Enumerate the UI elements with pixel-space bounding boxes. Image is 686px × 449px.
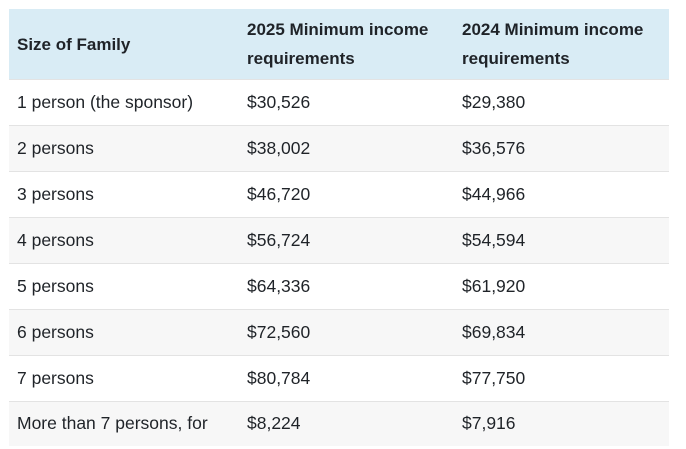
income-2025-cell: $30,526: [239, 79, 454, 126]
income-2024-cell: $36,576: [454, 125, 669, 172]
family-size-cell: 4 persons: [9, 217, 239, 264]
table-header-row: Size of Family 2025 Minimum income requi…: [9, 9, 669, 80]
income-2025-cell: $38,002: [239, 125, 454, 172]
family-size-cell: 7 persons: [9, 355, 239, 402]
table-row: 1 person (the sponsor) $30,526 $29,380: [9, 79, 669, 126]
table-row: 3 persons $46,720 $44,966: [9, 171, 669, 218]
income-2024-cell: $54,594: [454, 217, 669, 264]
income-2024-cell: $44,966: [454, 171, 669, 218]
income-2024-cell: $77,750: [454, 355, 669, 402]
income-2025-cell: $46,720: [239, 171, 454, 218]
income-2025-cell: $72,560: [239, 309, 454, 356]
family-size-cell: 3 persons: [9, 171, 239, 218]
income-2024-cell: $69,834: [454, 309, 669, 356]
family-size-cell: 6 persons: [9, 309, 239, 356]
table-row: 6 persons $72,560 $69,834: [9, 309, 669, 356]
family-size-cell: 2 persons: [9, 125, 239, 172]
income-2025-cell: $56,724: [239, 217, 454, 264]
column-header-2024-income: 2024 Minimum income requirements: [462, 20, 644, 68]
income-2024-cell: $7,916: [454, 401, 669, 446]
income-2024-cell: $61,920: [454, 263, 669, 310]
family-size-cell: 5 persons: [9, 263, 239, 310]
table-row: 7 persons $80,784 $77,750: [9, 355, 669, 402]
table-row: 4 persons $56,724 $54,594: [9, 217, 669, 264]
table-row: More than 7 persons, for $8,224 $7,916: [9, 401, 669, 446]
family-size-cell: 1 person (the sponsor): [9, 79, 239, 126]
income-2025-cell: $64,336: [239, 263, 454, 310]
table-row: 5 persons $64,336 $61,920: [9, 263, 669, 310]
income-2025-cell: $8,224: [239, 401, 454, 446]
family-size-cell: More than 7 persons, for: [9, 401, 239, 446]
column-header-2025-income: 2025 Minimum income requirements: [247, 20, 429, 68]
column-header-family-size: Size of Family: [17, 34, 131, 54]
table-row: 2 persons $38,002 $36,576: [9, 125, 669, 172]
income-2024-cell: $29,380: [454, 79, 669, 126]
income-2025-cell: $80,784: [239, 355, 454, 402]
income-requirements-table: Size of Family 2025 Minimum income requi…: [9, 9, 669, 446]
